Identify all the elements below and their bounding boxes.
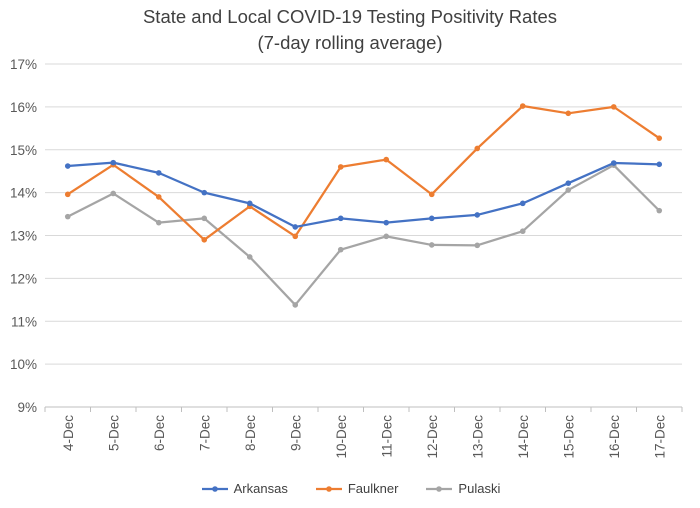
data-point-pulaski: [64, 213, 71, 220]
y-tick-label: 13%: [10, 229, 37, 244]
y-tick-label: 17%: [10, 57, 37, 72]
legend-swatch: [426, 485, 453, 492]
data-point-arkansas: [474, 212, 481, 218]
series-line-arkansas: [66, 161, 661, 229]
x-tick-label: 6-Dec: [152, 415, 167, 451]
y-tick-label: 12%: [10, 271, 37, 286]
data-point-arkansas: [428, 215, 435, 222]
x-tick-label: 14-Dec: [516, 415, 531, 459]
legend-swatch: [201, 485, 228, 492]
data-point-arkansas: [656, 161, 663, 168]
data-point-pulaski: [565, 187, 572, 193]
x-tick-label: 11-Dec: [379, 415, 394, 458]
data-point-faulkner: [428, 191, 435, 198]
data-point-faulkner: [201, 236, 208, 243]
data-point-pulaski: [110, 190, 117, 197]
data-point-faulkner: [474, 145, 481, 152]
x-tick-label: 9-Dec: [288, 415, 303, 451]
x-tick-label: 4-Dec: [61, 415, 76, 451]
y-tick-label: 11%: [11, 314, 37, 329]
data-point-arkansas: [610, 160, 617, 166]
y-tick-label: 14%: [10, 186, 37, 201]
data-point-pulaski: [292, 302, 299, 308]
legend-label: Faulkner: [347, 481, 399, 496]
legend-label: Arkansas: [233, 481, 288, 496]
data-point-arkansas: [201, 189, 208, 196]
data-point-pulaski: [383, 233, 390, 240]
y-tick-label: 15%: [10, 143, 37, 158]
data-point-arkansas: [383, 219, 390, 226]
data-point-arkansas: [246, 200, 253, 207]
x-tick-label: 13-Dec: [470, 415, 485, 459]
data-point-faulkner: [610, 104, 617, 110]
x-tick-label: 7-Dec: [197, 415, 212, 451]
data-point-faulkner: [155, 194, 162, 200]
x-tick-label: 8-Dec: [243, 415, 258, 451]
x-tick-label: 17-Dec: [652, 415, 667, 459]
data-point-pulaski: [474, 242, 481, 249]
data-point-faulkner: [565, 110, 572, 117]
series-line-pulaski: [66, 164, 661, 307]
legend-label: Pulaski: [458, 481, 501, 496]
y-tick-label: 9%: [17, 400, 37, 415]
data-point-pulaski: [428, 242, 435, 248]
data-point-faulkner: [383, 156, 390, 163]
data-point-faulkner: [519, 103, 526, 109]
x-tick-label: 16-Dec: [607, 415, 622, 459]
data-point-pulaski: [155, 219, 162, 226]
data-point-arkansas: [519, 200, 526, 207]
data-point-faulkner: [337, 164, 344, 170]
data-point-faulkner: [656, 135, 663, 141]
data-point-arkansas: [565, 180, 572, 186]
y-tick-label: 16%: [10, 100, 37, 115]
legend-item-arkansas: Arkansas: [200, 481, 288, 496]
y-tick-label: 10%: [10, 357, 37, 372]
data-point-arkansas: [110, 159, 117, 166]
data-point-pulaski: [246, 254, 253, 260]
legend-item-faulkner: Faulkner: [314, 481, 399, 496]
chart-subtitle: (7-day rolling average): [257, 32, 443, 53]
data-point-pulaski: [656, 207, 663, 214]
data-point-arkansas: [292, 224, 299, 230]
data-point-pulaski: [519, 228, 526, 235]
data-point-arkansas: [64, 163, 71, 169]
data-point-faulkner: [64, 191, 71, 198]
legend-item-pulaski: Pulaski: [424, 481, 500, 496]
legend-swatch: [315, 485, 342, 492]
data-point-pulaski: [337, 246, 344, 253]
series-line-faulkner: [66, 104, 661, 241]
x-tick-label: 10-Dec: [334, 415, 349, 459]
x-tick-label: 15-Dec: [561, 415, 576, 459]
data-point-arkansas: [155, 170, 162, 176]
data-point-pulaski: [201, 215, 208, 222]
data-point-faulkner: [292, 233, 299, 240]
x-tick-label: 12-Dec: [425, 415, 440, 459]
chart-title: State and Local COVID-19 Testing Positiv…: [142, 6, 558, 27]
legend: Arkansas Faulkner Pulaski: [0, 481, 700, 496]
x-tick-label: 5-Dec: [106, 415, 121, 451]
data-point-arkansas: [337, 215, 344, 222]
